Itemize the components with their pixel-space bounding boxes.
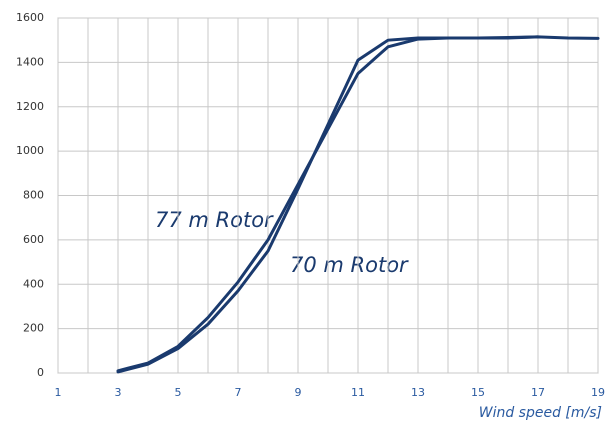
y-tick-label: 200 — [23, 322, 44, 335]
x-tick-label: 7 — [235, 386, 242, 399]
series-annotation: 77 m Rotor — [155, 208, 274, 232]
x-tick-label: 15 — [471, 386, 485, 399]
x-tick-label: 5 — [175, 386, 182, 399]
x-tick-label: 1 — [55, 386, 62, 399]
series-annotation: 70 m Rotor — [290, 253, 409, 277]
y-tick-label: 800 — [23, 189, 44, 202]
x-axis-label: Wind speed [m/s] — [479, 405, 602, 421]
x-tick-label: 19 — [591, 386, 605, 399]
y-tick-label: 1400 — [16, 55, 44, 68]
y-tick-label: 1200 — [16, 100, 44, 113]
y-tick-label: 0 — [37, 366, 44, 379]
y-tick-label: 600 — [23, 233, 44, 246]
y-tick-label: 1600 — [16, 11, 44, 24]
y-tick-label: 400 — [23, 277, 44, 290]
x-tick-label: 13 — [411, 386, 425, 399]
y-tick-label: 1000 — [16, 144, 44, 157]
line-series — [116, 35, 540, 374]
x-tick-label: 11 — [351, 386, 365, 399]
x-tick-label: 9 — [295, 386, 302, 399]
x-tick-label: 17 — [531, 386, 545, 399]
x-tick-label: 3 — [115, 386, 122, 399]
